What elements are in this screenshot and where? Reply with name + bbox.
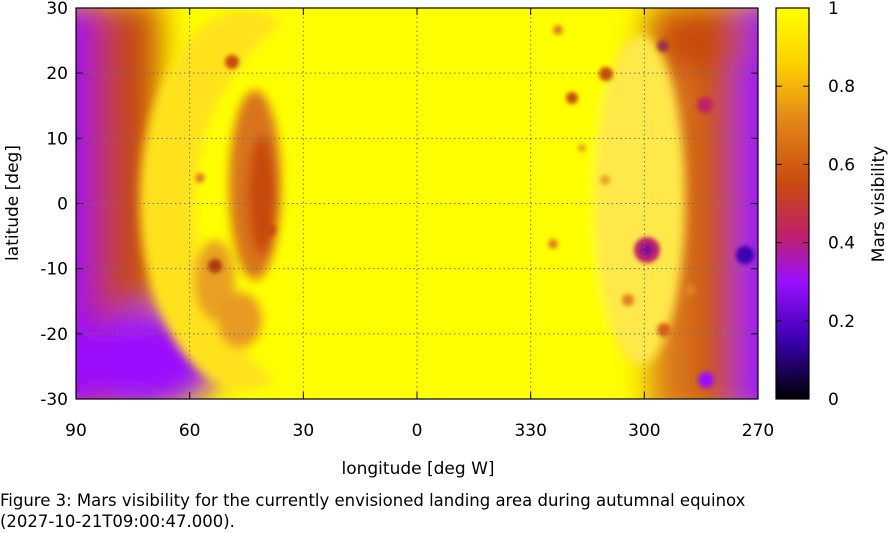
x-tick-label: 90: [65, 421, 87, 441]
y-tick-label: 20: [46, 64, 68, 84]
heatmap-field: [76, 8, 758, 399]
x-tick-label: 300: [628, 421, 660, 441]
colorbar-tick-label: 0.2: [828, 312, 855, 332]
colorbar-tick-label: 0.4: [828, 234, 855, 254]
y-tick-label: 0: [57, 195, 68, 215]
colorbar-label: Mars visibility: [869, 146, 889, 262]
colorbar-axis: 0 0.2 0.4 0.6 0.8 1: [776, 0, 855, 410]
caption-line-2: (2027-10-21T09:00:47.000).: [0, 512, 235, 531]
figure-caption: Figure 3: Mars visibility for the curren…: [0, 490, 885, 532]
y-axis-label: latitude [deg]: [3, 145, 23, 261]
colorbar: [775, 7, 810, 400]
x-axis-label: longitude [deg W]: [341, 459, 494, 479]
x-tick-label: 60: [179, 421, 201, 441]
colorbar-tick-label: 1: [828, 0, 839, 19]
y-tick-label: -20: [40, 325, 68, 345]
x-tick-label: 0: [412, 421, 423, 441]
y-axis: 30 20 10 0 -10 -20 -30: [40, 0, 758, 410]
x-tick-label: 330: [514, 421, 546, 441]
y-tick-label: -30: [40, 390, 68, 410]
x-axis: 90 60 30 0 330 300 270: [65, 8, 774, 441]
colorbar-tick-label: 0: [828, 390, 839, 410]
y-tick-label: -10: [40, 260, 68, 280]
x-tick-label: 270: [742, 421, 774, 441]
caption-line-1: Figure 3: Mars visibility for the curren…: [0, 491, 746, 510]
colorbar-tick-label: 0.8: [828, 77, 855, 97]
x-tick-label: 30: [293, 421, 315, 441]
grid: [76, 8, 758, 399]
y-tick-label: 10: [46, 129, 68, 149]
colorbar-tick-label: 0.6: [828, 155, 855, 175]
y-tick-label: 30: [46, 0, 68, 19]
